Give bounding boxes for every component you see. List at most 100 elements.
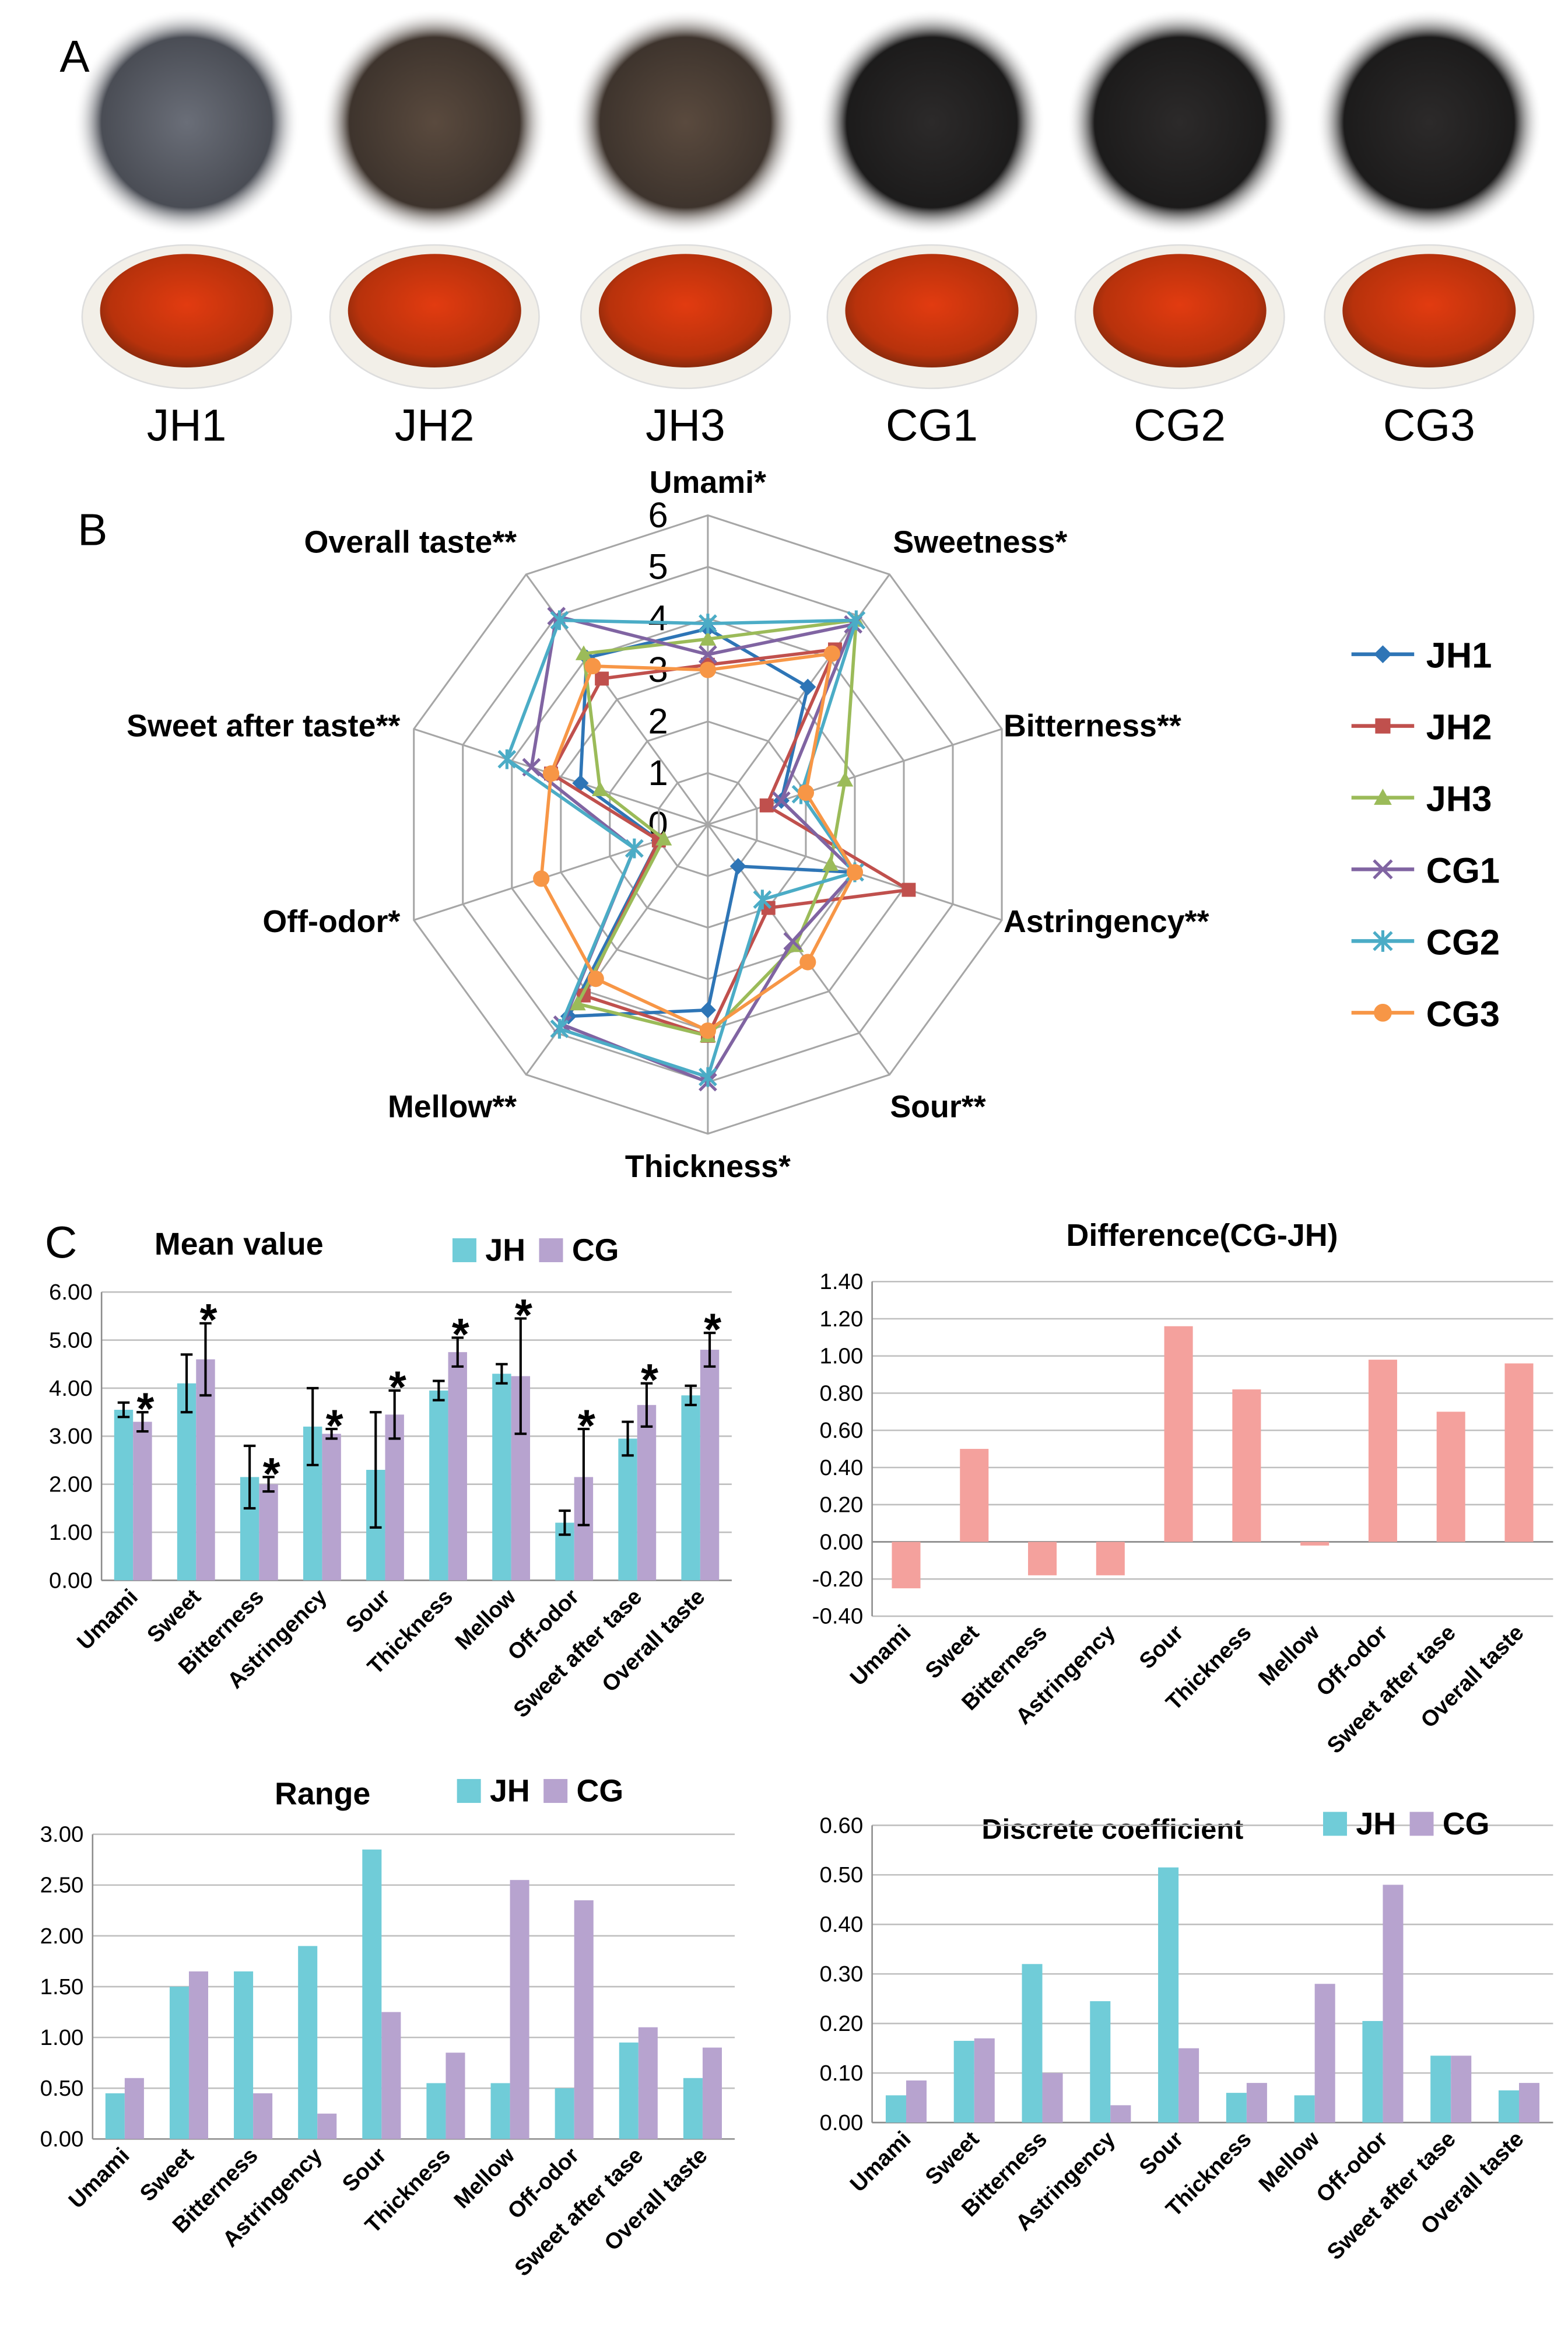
marker [625, 838, 644, 859]
axis-label: Astringency** [1004, 904, 1209, 939]
marker [698, 614, 717, 633]
marker [783, 931, 802, 951]
radial-tick-label: 4 [648, 598, 668, 639]
radar-spoke [525, 824, 709, 1076]
significance-mark: * [704, 1305, 721, 1355]
legend-swatch [1323, 1812, 1347, 1836]
significance-mark: * [641, 1355, 658, 1405]
axis-label: Umami* [650, 465, 766, 500]
bar [510, 1880, 529, 2139]
legend-swatch [457, 1779, 481, 1803]
marker [822, 856, 839, 871]
marker [1373, 859, 1393, 880]
marker [569, 995, 586, 1011]
x-tick-label: Sour [338, 2143, 391, 2197]
marker [799, 678, 816, 695]
bar [619, 2042, 639, 2139]
y-tick-label: 2.50 [40, 1873, 84, 1898]
bar [1090, 2001, 1111, 2123]
error-bar [199, 1322, 212, 1397]
axis-label: Overall taste** [304, 525, 517, 560]
error-bar [180, 1353, 193, 1414]
marker [799, 954, 816, 971]
bar [322, 1434, 341, 1581]
error-bar [685, 1384, 697, 1406]
y-tick-label: 0.50 [819, 1862, 863, 1887]
legend-label: CG2 [1426, 922, 1500, 962]
error-bar [262, 1476, 275, 1493]
bar [177, 1383, 197, 1581]
marker [698, 1067, 717, 1087]
y-tick-label: 0.80 [819, 1381, 863, 1406]
bar [1518, 2083, 1540, 2123]
error-bar [703, 1332, 716, 1368]
marker [655, 831, 672, 846]
marker [772, 791, 791, 810]
x-tick-label: Sweet [920, 1620, 984, 1683]
legend-label: CG3 [1426, 994, 1500, 1034]
marker [698, 645, 717, 664]
marker [797, 784, 815, 801]
bar [637, 1405, 657, 1581]
error-bar [559, 1509, 571, 1536]
bar [114, 1410, 134, 1581]
bar [906, 2080, 927, 2123]
legend-swatch [452, 1238, 476, 1262]
bar [381, 2012, 401, 2139]
tea-leaves-photo [73, 9, 300, 236]
marker [847, 610, 866, 631]
tea-liquor [348, 254, 521, 367]
x-tick-label: Umami [64, 2143, 134, 2214]
tea-liquor [845, 254, 1019, 367]
marker [759, 798, 774, 812]
bar [1164, 1326, 1193, 1542]
bar [1430, 2055, 1451, 2123]
tea-liquor [1342, 254, 1516, 367]
bar [317, 2113, 337, 2139]
error-bar [117, 1401, 130, 1419]
error-bar [514, 1317, 527, 1435]
bar [1232, 1389, 1261, 1542]
radar-spoke [707, 728, 1002, 826]
y-tick-label: 0.10 [819, 2061, 863, 2086]
chart-title: Range [275, 1777, 370, 1812]
x-tick-label: Sweet after tase [1323, 2127, 1461, 2265]
y-tick-label: 6.00 [49, 1280, 93, 1305]
legend-label: JH2 [1426, 708, 1492, 748]
bar [960, 1449, 989, 1542]
significance-mark: * [326, 1400, 343, 1451]
bar [618, 1438, 637, 1581]
bar [124, 2078, 144, 2139]
significance-mark: * [200, 1295, 218, 1345]
y-tick-label: 0.00 [819, 1529, 863, 1554]
chart-title: Discrete coefficient [982, 1814, 1244, 1845]
bar [492, 1374, 511, 1581]
legend-label: CG1 [1426, 851, 1500, 891]
sample-label: CG1 [886, 400, 978, 450]
marker [699, 1022, 716, 1039]
significance-mark: * [263, 1449, 280, 1499]
marker [901, 882, 916, 897]
y-tick-label: 0.20 [819, 2011, 863, 2036]
chart-title: Mean value [155, 1227, 324, 1262]
bar [446, 2053, 465, 2139]
x-tick-label: Sweet [920, 2127, 984, 2190]
marker [1373, 930, 1393, 952]
bar [1498, 2090, 1519, 2123]
bar [555, 2088, 574, 2139]
marker [699, 661, 716, 678]
marker [575, 645, 592, 660]
sample-label: JH2 [395, 400, 475, 450]
chart-title: Difference(CG-JH) [1067, 1218, 1338, 1253]
marker [1374, 1003, 1392, 1022]
panel-label: B [78, 505, 107, 555]
error-bar [622, 1420, 634, 1457]
bar [105, 2093, 125, 2139]
error-bar [388, 1389, 401, 1440]
marker [761, 901, 776, 915]
y-tick-label: 0.60 [819, 1418, 863, 1443]
legend-swatch [539, 1238, 563, 1262]
radar-spoke [707, 573, 890, 825]
legend-label: CG [572, 1232, 619, 1267]
tea-leaves-photo [818, 9, 1046, 236]
